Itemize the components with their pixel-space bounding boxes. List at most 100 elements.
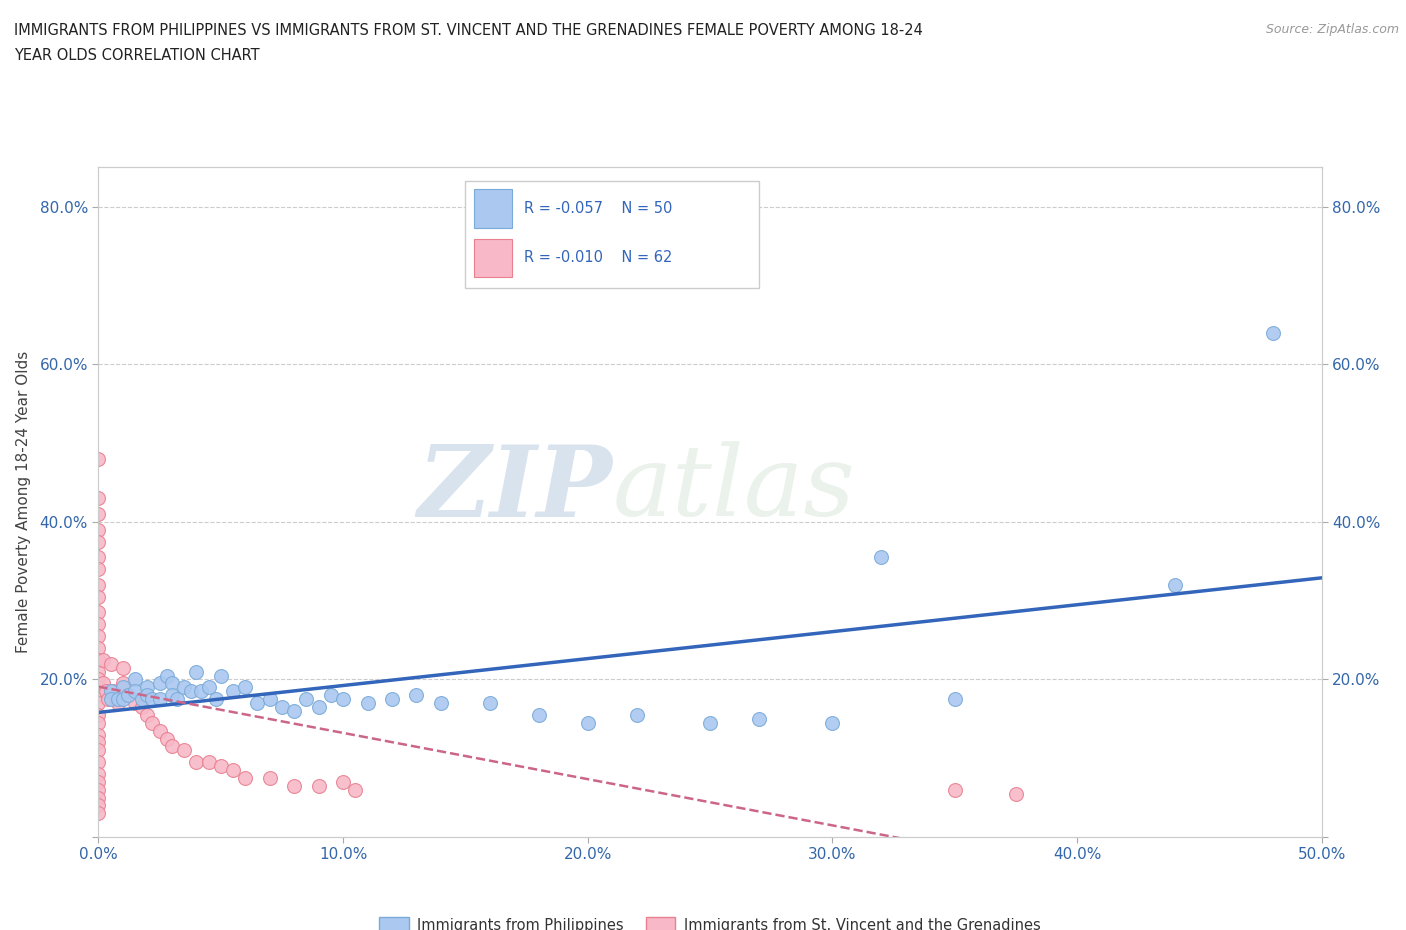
Point [87,715,110,730]
Point [87,652,110,667]
Point [87,727,110,742]
Point [160,688,183,703]
Point [308,778,330,793]
Point [141,715,163,730]
Point [1004,786,1026,801]
Point [117,688,139,703]
Point [87,507,110,522]
Point [117,688,139,703]
Point [478,696,501,711]
Point [209,759,232,774]
Point [1164,578,1187,592]
Point [97,692,120,707]
Point [149,676,172,691]
Point [821,715,844,730]
Point [87,696,110,711]
Point [197,680,219,695]
Point [87,775,110,790]
Point [180,684,202,698]
Point [87,680,110,695]
Point [87,664,110,679]
Point [136,688,159,703]
Point [87,790,110,805]
Point [87,688,110,703]
Point [259,692,281,707]
Point [124,672,146,687]
Point [136,680,159,695]
Point [308,699,330,714]
Point [186,664,208,679]
Legend: Immigrants from Philippines, Immigrants from St. Vincent and the Grenadines: Immigrants from Philippines, Immigrants … [374,911,1046,930]
Point [405,688,427,703]
Point [283,703,305,718]
Point [136,708,159,723]
Text: IMMIGRANTS FROM PHILIPPINES VS IMMIGRANTS FROM ST. VINCENT AND THE GRENADINES FE: IMMIGRANTS FROM PHILIPPINES VS IMMIGRANT… [14,23,922,38]
Point [104,692,127,707]
Point [87,534,110,549]
Point [87,491,110,506]
Point [87,672,110,687]
Point [190,684,212,698]
Point [626,708,648,723]
Point [222,684,245,698]
Point [430,696,453,711]
Text: atlas: atlas [612,441,855,537]
Point [233,770,256,785]
Point [1261,326,1284,340]
Point [87,617,110,631]
Point [576,715,599,730]
Point [87,590,110,604]
Point [87,550,110,565]
Point [87,605,110,620]
Point [259,770,281,785]
Point [91,676,114,691]
Point [186,755,208,770]
Point [87,578,110,592]
Point [197,755,219,770]
Point [87,641,110,656]
Point [87,735,110,750]
Point [124,696,146,711]
Point [111,692,134,707]
Point [319,688,342,703]
Point [101,684,124,698]
Point [111,660,134,675]
Point [91,652,114,667]
Point [111,676,134,691]
Point [87,708,110,723]
Point [295,692,318,707]
Point [222,763,245,777]
Point [173,743,195,758]
Point [205,692,228,707]
Point [748,711,770,726]
Point [160,739,183,754]
Point [87,798,110,813]
Point [87,766,110,781]
Point [332,692,354,707]
Point [527,708,550,723]
Point [344,782,367,797]
Point [156,668,179,683]
Point [160,676,183,691]
Point [87,755,110,770]
Text: YEAR OLDS CORRELATION CHART: YEAR OLDS CORRELATION CHART [14,48,260,63]
Point [270,699,294,714]
Point [332,775,354,790]
Point [87,806,110,821]
Point [111,680,134,695]
Point [141,692,163,707]
Point [283,778,305,793]
Point [943,692,966,707]
Point [87,562,110,577]
Point [87,743,110,758]
Point [107,692,129,707]
Y-axis label: Female Poverty Among 18-24 Year Olds: Female Poverty Among 18-24 Year Olds [17,352,31,654]
Point [156,731,179,746]
Point [87,523,110,538]
Point [149,724,172,738]
Point [233,680,256,695]
Text: Source: ZipAtlas.com: Source: ZipAtlas.com [1265,23,1399,36]
Point [107,696,129,711]
Point [356,696,378,711]
Point [131,692,153,707]
